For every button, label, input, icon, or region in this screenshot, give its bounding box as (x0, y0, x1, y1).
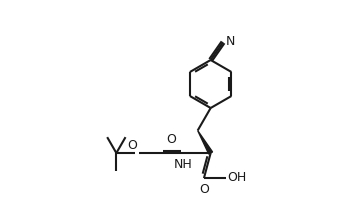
Text: O: O (127, 139, 137, 152)
Text: OH: OH (227, 171, 246, 184)
Text: N: N (226, 35, 235, 48)
Polygon shape (198, 131, 213, 154)
Text: O: O (167, 133, 176, 146)
Text: O: O (199, 184, 209, 196)
Text: NH: NH (174, 158, 193, 171)
